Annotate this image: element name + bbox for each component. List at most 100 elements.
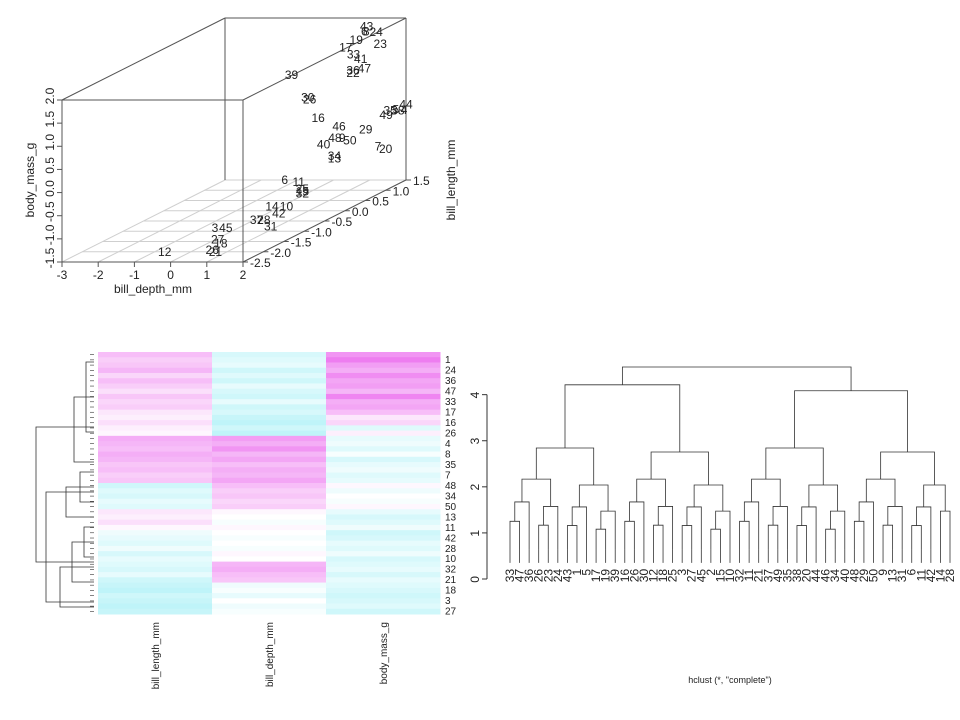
dendrogram-leaf-label: 34 — [828, 569, 842, 583]
point-label: 25 — [296, 182, 310, 196]
dendrogram-branch — [765, 447, 824, 485]
dendrogram-panel: 0123433473626232443151719391626301218253… — [468, 366, 957, 685]
dendrogram-branch — [653, 524, 664, 550]
point-label: 7 — [375, 140, 382, 154]
dendrogram-y-tick-label: 1 — [468, 530, 482, 537]
dendrogram-leaf-label: 15 — [713, 569, 727, 583]
dendrogram-y-tick-label: 2 — [468, 484, 482, 491]
dendrogram-y-tick-label: 4 — [468, 391, 482, 398]
point-label: 37 — [250, 213, 264, 227]
heatmap-cell — [212, 503, 327, 510]
x-tick-label: -1 — [129, 268, 140, 282]
dendrogram-branch — [629, 501, 645, 550]
dendrogram-leaf-label: 18 — [656, 569, 670, 583]
dendrogram-leaf-label: 31 — [895, 569, 909, 583]
heatmap-cell — [212, 603, 327, 610]
heatmap-cell — [212, 598, 327, 605]
heatmap-cell — [98, 483, 213, 489]
point-label: 42 — [272, 206, 286, 220]
point-label: 39 — [285, 68, 299, 82]
heatmap-cell — [98, 587, 213, 594]
heatmap-cell — [212, 483, 327, 489]
heatmap-cell — [98, 593, 213, 599]
heatmap-row-label: 33 — [445, 397, 457, 408]
heatmap-row-label: 8 — [445, 449, 451, 460]
y-tick-label: -2.0 — [270, 246, 291, 260]
heatmap-cell — [326, 572, 441, 578]
heatmap-cell — [326, 566, 441, 573]
y-tick-label: 1.5 — [413, 174, 430, 188]
point-label: 21 — [209, 245, 223, 259]
point-label: 18 — [214, 237, 228, 251]
heatmap-cell — [326, 472, 441, 479]
heatmap-cell — [98, 462, 213, 468]
point-label: 4 — [401, 103, 408, 117]
dendrogram-x-title: hclust (*, "complete") — [688, 675, 771, 685]
point-label: 13 — [328, 151, 342, 165]
dendrogram-leaf-label: 16 — [618, 569, 632, 583]
y-tick-label: 1.0 — [393, 184, 410, 198]
dendrogram-branch — [767, 524, 779, 550]
heatmap-cell — [212, 362, 327, 369]
dendrogram-branch — [624, 520, 635, 550]
point-label: 32 — [296, 187, 310, 201]
scatter3d-panel: -3 -2 -1 0 1 2bill_depth_mm-2.5-2.0-1.5-1.0-0… — [23, 17, 458, 296]
heatmap-cell — [326, 357, 441, 363]
heatmap-col-label: body_mass_g — [379, 622, 390, 684]
dendrogram-y-tick-label: 0 — [468, 576, 482, 583]
heatmap-cell — [326, 414, 441, 421]
heatmap-cell — [326, 393, 441, 400]
dendrogram-branch — [657, 506, 674, 550]
dendrogram-leaf-label: 21 — [752, 569, 766, 583]
heatmap-cell — [212, 561, 327, 568]
heatmap-cell — [326, 603, 441, 610]
row-dendrogram-branch — [65, 486, 94, 518]
heatmap-cell — [98, 545, 213, 552]
x-tick-label: 1 — [203, 268, 210, 282]
dendrogram-branch — [600, 510, 616, 550]
heatmap-cell — [98, 477, 213, 484]
heatmap-cell — [98, 372, 213, 379]
heatmap-cell — [98, 551, 213, 557]
heatmap-cell — [212, 441, 327, 447]
heatmap-cell — [212, 467, 327, 474]
heatmap-panel: 1243647331716264835748345013114228103221… — [35, 352, 457, 689]
dendrogram-branch — [865, 478, 896, 507]
heatmap-col-label: bill_length_mm — [151, 622, 162, 689]
heatmap-cell — [326, 524, 441, 531]
dendrogram-leaf-label: 30 — [637, 569, 651, 583]
heatmap-cell — [98, 467, 213, 474]
dendrogram-branch — [710, 528, 721, 550]
heatmap-cell — [326, 477, 441, 484]
dendrogram-leaf-label: 26 — [532, 569, 546, 583]
point-label: 19 — [350, 33, 364, 47]
dendrogram-branch — [916, 506, 932, 550]
dendrogram-branch — [715, 510, 731, 550]
dendrogram-leaf-label: 33 — [503, 569, 517, 583]
heatmap-cell — [98, 414, 213, 421]
point-label: 48 — [328, 131, 342, 145]
heatmap-cell — [326, 372, 441, 379]
point-label: 22 — [346, 66, 360, 80]
dendrogram-branch — [796, 525, 807, 550]
heatmap-cell — [212, 556, 327, 563]
heatmap-cell — [212, 572, 327, 578]
heatmap-cell — [212, 535, 327, 542]
heatmap-cell — [212, 593, 327, 599]
dendrogram-leaf-label: 24 — [551, 569, 565, 583]
dendrogram-branch — [880, 451, 935, 485]
dendrogram-leaf-label: 37 — [761, 569, 775, 583]
heatmap-cell — [212, 409, 327, 416]
point-label: 43 — [360, 20, 374, 34]
y-tick-label: -1.5 — [291, 236, 312, 250]
dendrogram-branch — [693, 484, 724, 512]
heatmap-cell — [98, 399, 213, 405]
heatmap-row-label: 24 — [445, 366, 457, 377]
heatmap-cell — [98, 435, 213, 442]
heatmap-cell — [326, 593, 441, 599]
heatmap-cell — [326, 388, 441, 395]
heatmap-row-label: 42 — [445, 533, 457, 544]
heatmap-cell — [212, 357, 327, 363]
heatmap-cell — [98, 540, 213, 547]
dendrogram-branch — [578, 484, 609, 512]
